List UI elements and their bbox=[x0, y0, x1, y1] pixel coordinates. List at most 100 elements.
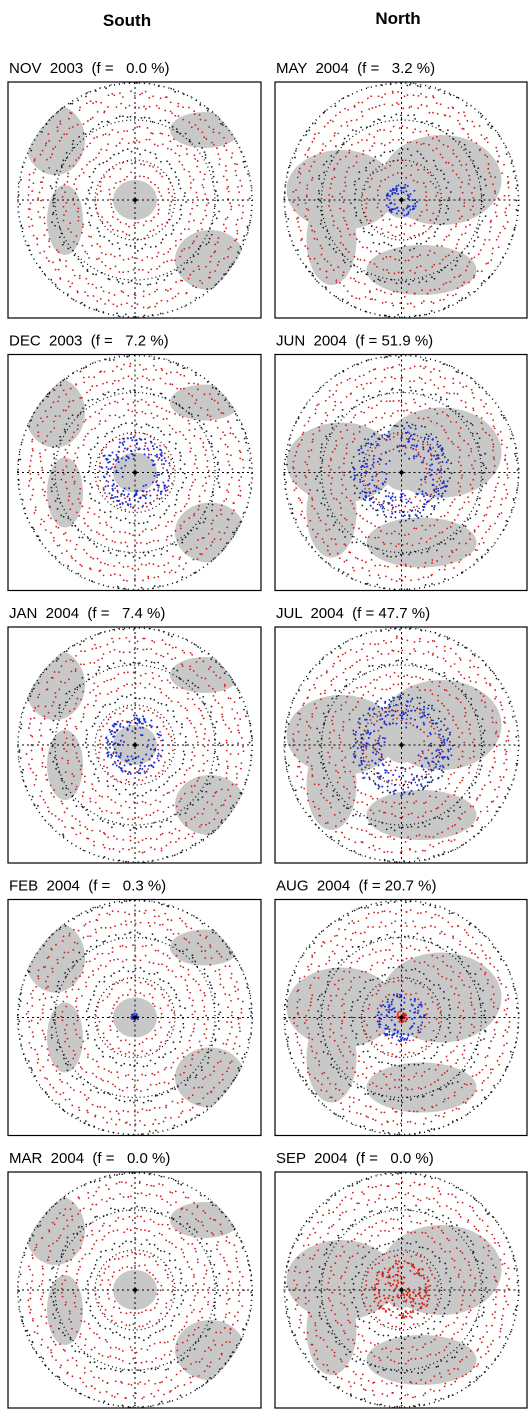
polar-vortex-dot bbox=[409, 208, 412, 211]
trajectory-dot bbox=[378, 577, 381, 579]
trajectory-dot bbox=[125, 422, 127, 425]
trajectory-dot bbox=[144, 149, 147, 152]
trajectory-dot bbox=[472, 197, 475, 199]
trajectory-dot bbox=[50, 116, 53, 119]
trajectory-dot bbox=[149, 230, 152, 233]
trajectory-dot bbox=[203, 808, 205, 810]
trajectory-dot bbox=[94, 717, 97, 719]
trajectory-dot bbox=[166, 535, 169, 538]
trajectory-dot bbox=[459, 485, 462, 488]
trajectory-dot bbox=[142, 579, 144, 582]
trajectory-dot bbox=[157, 565, 160, 568]
trajectory-dot bbox=[106, 381, 108, 384]
trajectory-dot bbox=[393, 272, 396, 275]
trajectory-dot bbox=[251, 772, 253, 774]
trajectory-dot bbox=[141, 851, 144, 854]
trajectory-dot bbox=[478, 149, 481, 152]
trajectory-dot bbox=[97, 669, 100, 672]
trajectory-dot bbox=[403, 95, 406, 98]
trajectory-dot bbox=[417, 417, 420, 419]
trajectory-dot bbox=[106, 693, 109, 695]
trajectory-dot bbox=[237, 729, 240, 732]
trajectory-dot bbox=[215, 217, 218, 220]
trajectory-dot bbox=[339, 192, 342, 195]
trajectory-dot bbox=[346, 124, 349, 127]
trajectory-dot bbox=[58, 415, 61, 417]
trajectory-dot bbox=[162, 794, 165, 797]
trajectory-dot bbox=[178, 217, 181, 220]
trajectory-dot bbox=[82, 791, 85, 794]
trajectory-dot bbox=[327, 514, 329, 517]
trajectory-dot bbox=[441, 492, 444, 495]
trajectory-dot bbox=[116, 278, 119, 281]
trajectory-dot bbox=[109, 716, 112, 718]
trajectory-dot bbox=[124, 555, 127, 557]
trajectory-dot bbox=[455, 223, 458, 225]
trajectory-dot bbox=[62, 469, 64, 472]
trajectory-dot bbox=[73, 482, 76, 485]
trajectory-dot bbox=[329, 566, 332, 569]
trajectory-dot bbox=[165, 539, 168, 541]
trajectory-dot bbox=[168, 464, 171, 467]
trajectory-dot bbox=[180, 204, 183, 207]
trajectory-dot bbox=[165, 694, 168, 697]
trajectory-dot bbox=[248, 483, 251, 486]
trajectory-dot bbox=[90, 856, 93, 858]
trajectory-dot bbox=[93, 446, 96, 448]
trajectory-dot bbox=[487, 262, 490, 264]
trajectory-dot bbox=[301, 510, 303, 513]
trajectory-dot bbox=[440, 169, 442, 172]
polar-vortex-dot bbox=[145, 490, 148, 493]
trajectory-dot bbox=[191, 682, 194, 685]
trajectory-dot bbox=[191, 844, 194, 847]
trajectory-dot bbox=[173, 396, 176, 398]
polar-vortex-dot bbox=[393, 191, 396, 194]
trajectory-dot bbox=[236, 772, 238, 775]
trajectory-dot bbox=[43, 715, 46, 718]
trajectory-dot bbox=[144, 90, 147, 93]
trajectory-dot bbox=[127, 142, 130, 145]
trajectory-dot bbox=[459, 427, 462, 430]
trajectory-dot bbox=[33, 709, 35, 712]
trajectory-dot bbox=[174, 646, 177, 649]
trajectory-dot bbox=[449, 538, 452, 541]
trajectory-dot bbox=[400, 587, 403, 590]
trajectory-dot bbox=[43, 216, 46, 219]
trajectory-dot bbox=[483, 405, 485, 408]
trajectory-dot bbox=[304, 483, 307, 486]
trajectory-dot bbox=[225, 169, 228, 172]
trajectory-dot bbox=[192, 670, 195, 672]
trajectory-dot bbox=[75, 159, 78, 162]
trajectory-dot bbox=[202, 762, 205, 765]
trajectory-dot bbox=[509, 425, 512, 428]
trajectory-dot bbox=[75, 833, 78, 836]
trajectory-dot bbox=[141, 92, 143, 95]
trajectory-dot bbox=[368, 133, 371, 136]
trajectory-dot bbox=[169, 204, 171, 207]
trajectory-dot bbox=[371, 145, 374, 148]
trajectory-dot bbox=[240, 762, 243, 765]
trajectory-dot bbox=[156, 405, 158, 408]
trajectory-dot bbox=[197, 229, 199, 232]
trajectory-dot bbox=[373, 280, 376, 282]
trajectory-dot bbox=[476, 497, 479, 500]
polar-vortex-dot bbox=[127, 504, 130, 507]
trajectory-dot bbox=[236, 261, 239, 263]
trajectory-dot bbox=[104, 303, 107, 305]
trajectory-dot bbox=[194, 842, 197, 845]
polar-vortex-dot bbox=[429, 474, 432, 477]
trajectory-dot bbox=[160, 849, 163, 852]
trajectory-dot bbox=[161, 639, 164, 641]
trajectory-dot bbox=[322, 497, 324, 500]
trajectory-dot bbox=[188, 767, 191, 769]
trajectory-dot bbox=[128, 521, 131, 524]
trajectory-dot bbox=[320, 219, 323, 222]
trajectory-dot bbox=[347, 109, 350, 111]
polar-vortex-dot bbox=[405, 213, 408, 216]
trajectory-dot bbox=[101, 795, 104, 798]
trajectory-dot bbox=[56, 497, 59, 500]
trajectory-dot bbox=[158, 675, 160, 678]
trajectory-dot bbox=[416, 181, 419, 183]
trajectory-dot bbox=[144, 445, 146, 447]
trajectory-dot bbox=[201, 228, 203, 231]
